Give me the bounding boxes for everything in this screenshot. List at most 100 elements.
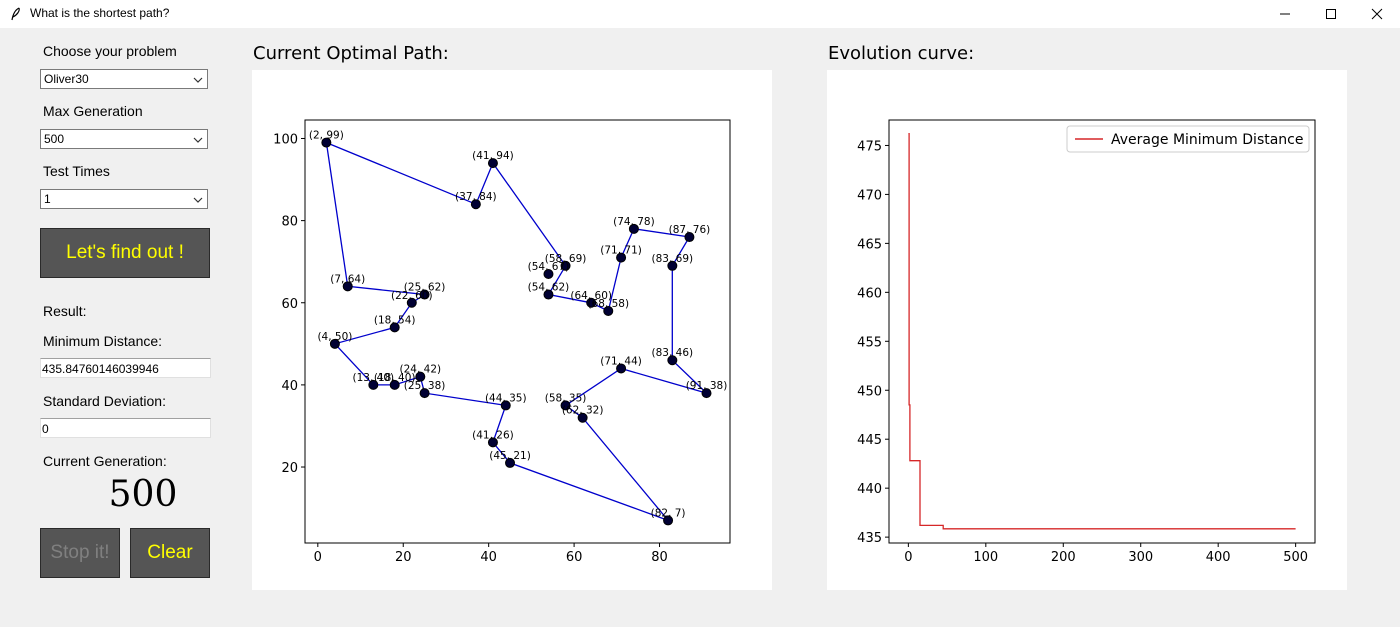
path-x-tick-label: 40	[480, 550, 497, 565]
current-generation-value: 500	[108, 474, 178, 515]
city-label: (41, 26)	[472, 429, 514, 441]
city-label: (58, 35)	[545, 392, 587, 404]
minimize-icon	[1279, 5, 1291, 24]
city-label: (24, 42)	[400, 364, 442, 376]
city-label: (71, 71)	[600, 245, 642, 257]
city-point	[415, 371, 426, 382]
maximize-icon	[1325, 5, 1337, 24]
feather-icon	[10, 6, 22, 25]
city-point	[505, 457, 516, 468]
city-label: (37, 84)	[455, 191, 497, 203]
min-distance-field[interactable]: 435.84760146039946	[40, 358, 211, 378]
path-y-tick-label: 40	[281, 379, 298, 394]
evo-x-tick-label: 300	[1128, 550, 1153, 565]
city-point	[667, 355, 678, 366]
city-point	[368, 379, 379, 390]
test-times-label: Test Times	[43, 163, 110, 179]
city-point	[667, 260, 678, 271]
city-point	[560, 400, 571, 411]
close-button[interactable]	[1354, 0, 1400, 28]
series-line	[908, 133, 1296, 530]
city-point	[663, 515, 674, 526]
city-point	[500, 400, 511, 411]
path-x-tick-label: 80	[651, 550, 668, 565]
problem-label: Choose your problem	[43, 43, 177, 59]
problem-select-value: Oliver30	[44, 72, 89, 86]
city-label: (74, 78)	[613, 216, 655, 228]
path-panel-title: Current Optimal Path:	[253, 43, 449, 64]
window-title: What is the shortest path?	[30, 6, 170, 20]
city-point	[406, 297, 417, 308]
city-label: (58, 69)	[545, 253, 587, 265]
route-line	[325, 141, 707, 522]
city-point	[329, 338, 340, 349]
city-point	[487, 437, 498, 448]
evo-x-tick-label: 100	[973, 550, 998, 565]
city-label: (82, 7)	[651, 507, 686, 519]
city-point	[470, 199, 481, 210]
city-label: (54, 67)	[528, 261, 570, 273]
city-point	[616, 363, 627, 374]
evolution-canvas: 0 100 200 300 400 500 435 440 445 450 455 460 465 470…	[827, 70, 1347, 590]
city-label: (64, 60)	[570, 290, 612, 302]
path-x-tick-label: 0	[314, 550, 322, 565]
city-point	[419, 289, 430, 300]
max-generation-label: Max Generation	[43, 103, 143, 119]
city-label: (83, 46)	[652, 347, 694, 359]
evo-axes-frame	[888, 119, 1316, 544]
find-button[interactable]: Let's find out !	[40, 228, 210, 278]
city-label: (25, 62)	[404, 282, 446, 294]
city-label: (62, 32)	[562, 405, 604, 417]
evo-y-tick-label: 475	[857, 139, 882, 154]
path-x-tick-label: 20	[395, 550, 412, 565]
maximize-button[interactable]	[1308, 0, 1354, 28]
evolution-panel-title: Evolution curve:	[828, 43, 975, 64]
path-axes-frame	[304, 119, 731, 544]
city-point	[543, 269, 554, 280]
test-times-select[interactable]: 1	[40, 189, 208, 209]
city-point	[603, 305, 614, 316]
evo-y-tick-label: 465	[857, 237, 882, 252]
evo-y-tick-label: 435	[857, 531, 882, 546]
city-point	[586, 297, 597, 308]
std-deviation-field[interactable]: 0	[40, 418, 211, 438]
path-x-tick-label: 60	[566, 550, 583, 565]
path-y-tick-label: 100	[273, 132, 298, 147]
city-point	[560, 260, 571, 271]
test-times-value: 1	[44, 192, 51, 206]
min-distance-label: Minimum Distance:	[43, 333, 163, 349]
std-deviation-value: 0	[42, 422, 49, 436]
city-label: (41, 94)	[472, 150, 514, 162]
city-point	[389, 322, 400, 333]
city-label: (18, 40)	[374, 372, 416, 384]
clear-button[interactable]: Clear	[130, 528, 210, 578]
std-deviation-label: Standard Deviation:	[43, 393, 166, 409]
city-point	[577, 412, 588, 423]
max-generation-select[interactable]: 500	[40, 129, 208, 149]
path-canvas: 0 20 40 60 80 20 40 60 80 100 (2, 99) (41, 94) (37, …	[252, 70, 772, 590]
stop-button[interactable]: Stop it!	[40, 528, 120, 578]
evo-y-tick-label: 455	[857, 335, 882, 350]
chevron-down-icon	[193, 194, 203, 208]
chevron-down-icon	[193, 74, 203, 88]
city-label: (54, 62)	[528, 282, 570, 294]
city-label: (18, 54)	[374, 314, 416, 326]
problem-select[interactable]: Oliver30	[40, 69, 208, 89]
city-point	[342, 281, 353, 292]
min-distance-value: 435.84760146039946	[42, 362, 159, 376]
evo-y-tick-label: 450	[857, 384, 882, 399]
city-label: (4, 50)	[317, 331, 352, 343]
city-label: (13, 40)	[353, 372, 395, 384]
evo-y-tick-label: 445	[857, 433, 882, 448]
path-y-tick-label: 60	[281, 297, 298, 312]
evo-x-tick-label: 400	[1206, 550, 1231, 565]
city-point	[389, 379, 400, 390]
city-point	[616, 252, 627, 263]
minimize-button[interactable]	[1262, 0, 1308, 28]
city-label: (83, 69)	[652, 253, 694, 265]
path-y-tick-label: 80	[281, 215, 298, 230]
legend-box	[1066, 125, 1310, 153]
city-label: (91, 38)	[686, 380, 728, 392]
city-label: (7, 64)	[330, 273, 365, 285]
city-point	[684, 232, 695, 243]
